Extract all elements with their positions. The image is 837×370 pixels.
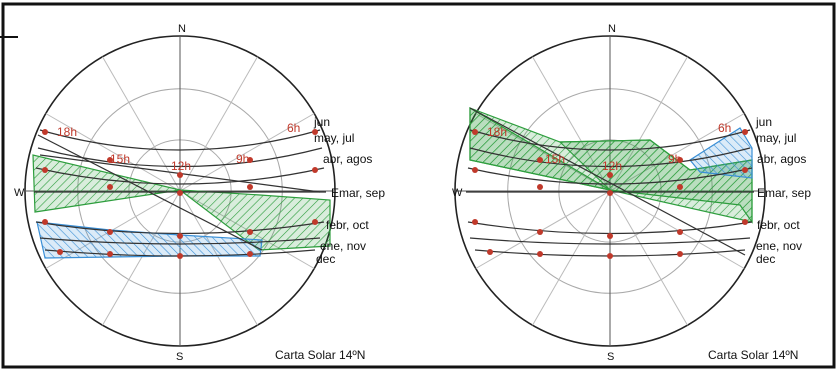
month-label-jun-right: jun [755,115,772,129]
sun-chart-left: N S W 18h 15h 12h 9h 6h jun may, jul abr… [14,23,385,363]
hour-dots-right [472,129,748,259]
caption-left: Carta Solar 14ºN [275,348,365,362]
month-label-mar-sep-right: Emar, sep [757,186,811,200]
compass-south-right: S [607,351,614,363]
month-label-dec-right: dec [756,252,775,266]
compass-south-left: S [176,351,183,363]
hour-label-12h-left: 12h [171,159,191,173]
month-label-dec-left: dec [316,252,335,266]
hour-label-15h-left: 15h [110,152,130,166]
hour-label-12h-right: 12h [602,159,622,173]
blue-shade-right [689,127,753,179]
month-label-ene-nov-left: ene, nov [320,239,366,253]
blue-shade-left [36,221,263,259]
hour-dots-left [42,129,318,259]
month-label-mar-sep-left: Emar, sep [331,186,385,200]
hour-label-15h-right: 15h [545,152,565,166]
hour-label-18h-right: 18h [487,125,507,139]
compass-north-left: N [178,23,186,35]
hour-label-6h-right: 6h [718,121,731,135]
month-label-abr-agos-left: abr, agos [323,152,372,166]
sun-chart-right: N S W 18h 15h 12h 9h 6h jun may, jul abr… [452,23,811,363]
caption-right: Carta Solar 14ºN [708,348,798,362]
month-label-abr-agos-right: abr, agos [757,152,806,166]
compass-north-right: N [608,23,616,35]
hour-label-9h-right: 9h [668,152,681,166]
hour-label-6h-left: 6h [287,121,300,135]
month-label-febr-oct-right: febr, oct [757,218,800,232]
month-label-febr-oct-left: febr, oct [326,218,369,232]
month-label-may-jul-left: may, jul [314,131,354,145]
hour-label-18h-left: 18h [57,125,77,139]
month-label-may-jul-right: may, jul [756,131,796,145]
compass-west-right: W [452,187,463,199]
hour-label-9h-left: 9h [236,152,249,166]
sun-paths-right [466,107,754,257]
month-label-ene-nov-right: ene, nov [756,239,802,253]
month-label-jun-left: jun [313,115,330,129]
compass-west-left: W [14,187,25,199]
